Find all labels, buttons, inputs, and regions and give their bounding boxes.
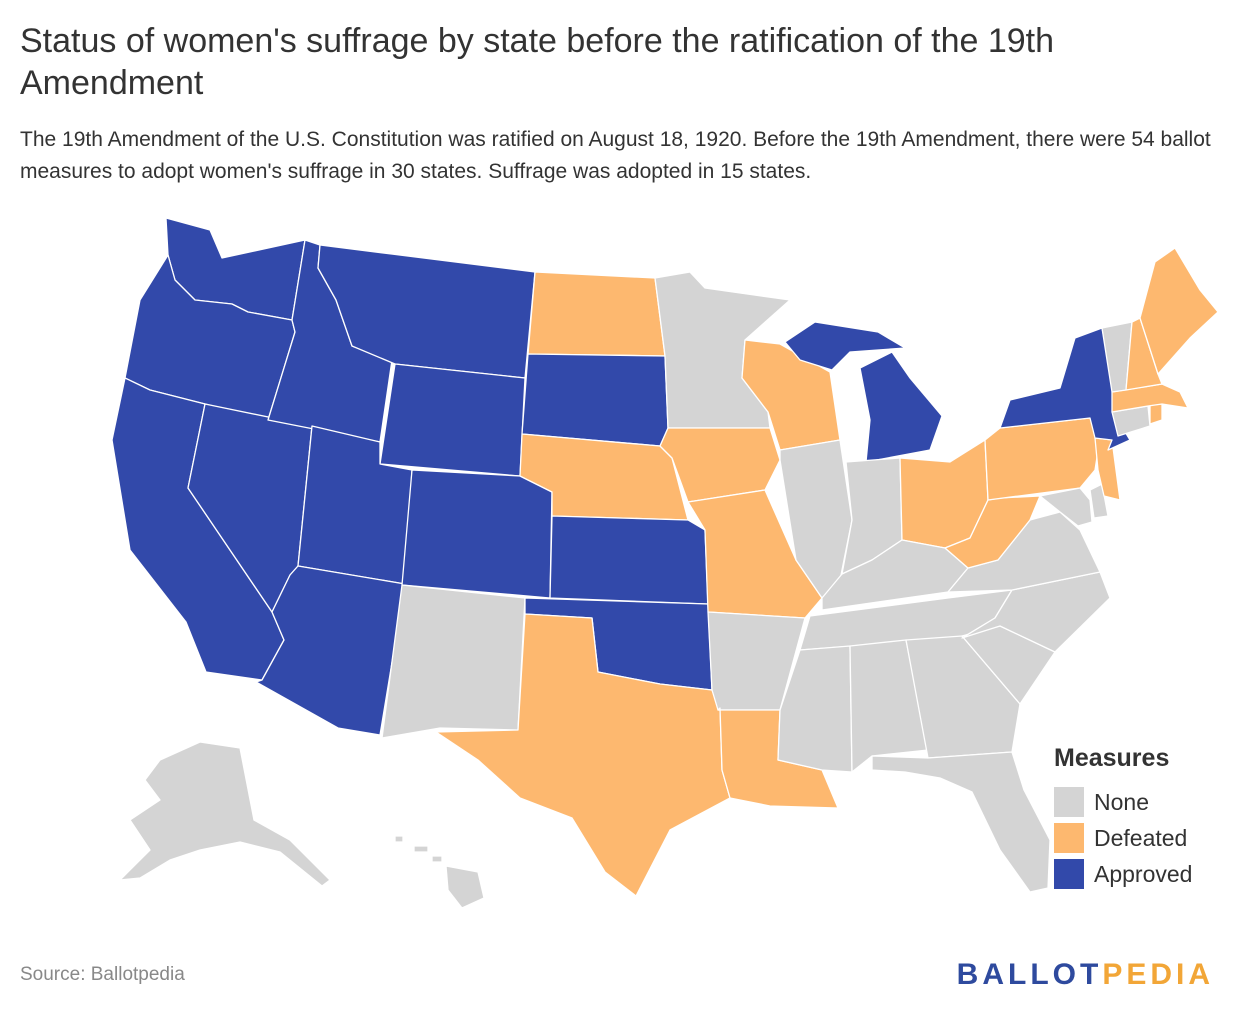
legend-item-none: None [1054, 784, 1224, 820]
state-tx[interactable] [435, 613, 731, 897]
source-note: Source: Ballotpedia [20, 964, 185, 985]
state-ks[interactable] [549, 515, 709, 605]
state-sd[interactable] [521, 353, 669, 447]
state-pa[interactable] [984, 417, 1101, 501]
state-wy[interactable] [379, 363, 526, 477]
logo-part-ballot: BALLOT [956, 958, 1103, 991]
map-subtitle: The 19th Amendment of the U.S. Constitut… [20, 128, 1211, 183]
state-mi[interactable] [784, 321, 943, 463]
legend-swatch-approved [1054, 859, 1084, 889]
state-ak[interactable] [119, 741, 331, 887]
state-co[interactable] [401, 469, 553, 599]
legend-label-defeated: Defeated [1094, 824, 1188, 851]
state-md[interactable] [1039, 487, 1093, 527]
legend-item-approved: Approved [1054, 856, 1224, 892]
legend-label-approved: Approved [1094, 860, 1193, 887]
map-title: Status of women's suffrage by state befo… [20, 22, 1055, 102]
legend-swatch-none [1054, 787, 1084, 817]
legend-swatch-defeated [1054, 823, 1084, 853]
state-nh[interactable] [1125, 317, 1163, 391]
legend-label-none: None [1094, 788, 1149, 815]
ballotpedia-logo[interactable]: BALLOTPEDIA [957, 958, 1214, 992]
state-al[interactable] [849, 639, 929, 773]
state-ga[interactable] [905, 635, 1021, 759]
state-me[interactable] [1139, 247, 1219, 375]
map-legend: Measures None Defeated Approved [1054, 742, 1224, 892]
logo-part-pedia: PEDIA [1102, 958, 1214, 991]
state-mo[interactable] [687, 489, 823, 619]
legend-item-defeated: Defeated [1054, 820, 1224, 856]
state-fl[interactable] [871, 751, 1051, 893]
state-nd[interactable] [527, 271, 666, 357]
state-nm[interactable] [381, 584, 526, 739]
state-ma[interactable] [1111, 383, 1189, 413]
state-ri[interactable] [1149, 403, 1163, 425]
legend-title: Measures [1054, 744, 1170, 772]
state-hi[interactable] [394, 835, 485, 909]
